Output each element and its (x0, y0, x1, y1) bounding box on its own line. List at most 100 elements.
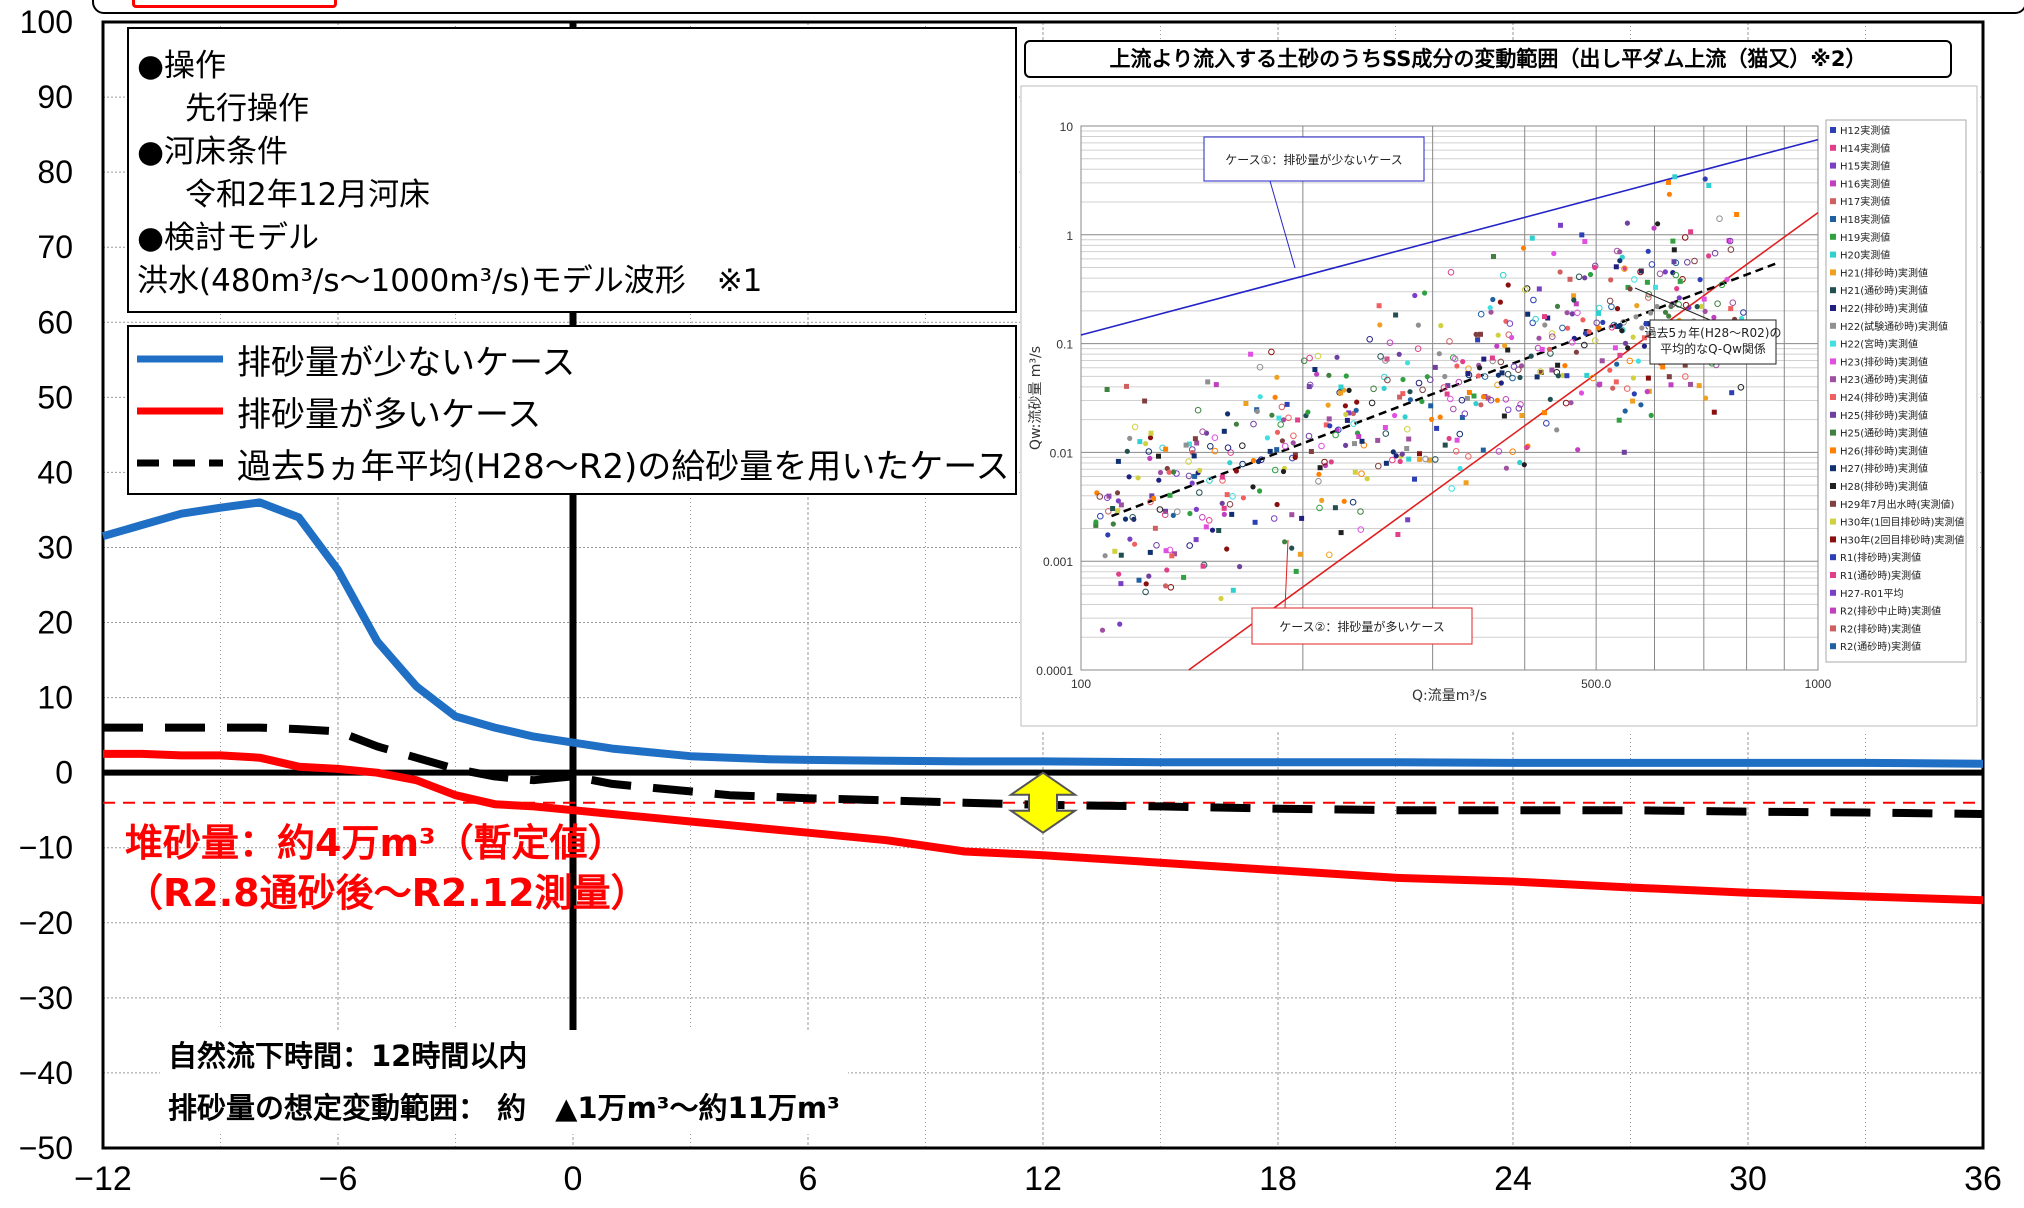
inset-point (1407, 397, 1413, 403)
inset-point (1183, 442, 1189, 448)
inset-point (1306, 354, 1313, 362)
inset-point (1280, 468, 1287, 475)
inset-point (1724, 276, 1730, 282)
inset-legend-marker (1830, 180, 1836, 187)
inset-point (1670, 270, 1676, 276)
inset-point (1335, 426, 1342, 434)
inset-point (1099, 627, 1106, 633)
y-tick-label: 50 (37, 379, 73, 415)
inset-point (1129, 514, 1136, 521)
inset-point (1219, 500, 1225, 506)
inset-point (1641, 343, 1647, 349)
x-tick-label: 24 (1494, 1160, 1532, 1198)
inset-point (1163, 508, 1168, 514)
inset-point (1589, 374, 1597, 382)
inset-point (1114, 490, 1121, 496)
inset-point (1641, 335, 1647, 341)
inset-point (1419, 398, 1425, 405)
inset-point (1282, 539, 1288, 545)
inset-point (1093, 522, 1099, 528)
inset-point (1621, 449, 1627, 455)
inset-point (1350, 420, 1357, 428)
inset-point (1509, 448, 1517, 456)
inset-y-tick: 0.001 (1043, 555, 1073, 569)
inset-point (1505, 347, 1511, 353)
inset-point (1239, 460, 1246, 468)
inset-point (1366, 336, 1374, 343)
inset-point (1115, 458, 1121, 464)
inset-point (1237, 564, 1243, 570)
inset-point (1281, 442, 1289, 450)
y-tick-label: 100 (20, 4, 73, 40)
inset-point (1528, 353, 1534, 359)
inset-point (1414, 345, 1422, 353)
y-tick-label: 0 (55, 755, 73, 791)
y-tick-label: 70 (37, 229, 73, 265)
inset-point (1192, 473, 1198, 479)
inset-point (1326, 551, 1333, 559)
inset-point (1442, 373, 1448, 380)
inset-point (1290, 440, 1296, 446)
chart-ticks: 1009080706050403020100−10−20−30−40−50−12… (19, 4, 2002, 1198)
inset-legend-label: R2(排砂中止時)実測値 (1840, 605, 1941, 618)
y-tick-label: 20 (37, 605, 73, 641)
inset-point (1412, 476, 1417, 482)
inset-point (1662, 269, 1668, 275)
inset-point (1643, 321, 1649, 327)
inset-point (1428, 403, 1434, 409)
inset-point (1626, 357, 1634, 365)
inset-point (1599, 358, 1605, 364)
inset-point (1451, 355, 1459, 363)
inset-point (1382, 425, 1388, 430)
inset-case1-line (1080, 138, 1819, 336)
x-tick-label: 12 (1024, 1160, 1062, 1198)
inset-legend-label: H25(排砂時)実測値 (1840, 409, 1928, 422)
inset-point (1631, 391, 1637, 397)
inset-point (1142, 398, 1148, 404)
inset-point (1446, 435, 1452, 442)
inset-point (1317, 465, 1323, 471)
inset-point (1505, 331, 1513, 339)
inset-point (1274, 447, 1280, 453)
model-value: 洪水(480m³/s～1000m³/s)モデル波形 ※1 (137, 263, 763, 299)
inset-point (1167, 492, 1173, 498)
inset-grid (1080, 125, 1819, 671)
inset-point (1622, 340, 1629, 346)
inset-point (1224, 444, 1232, 452)
inset-point (1417, 451, 1422, 457)
inset-legend-label: R1(通砂時)実測値 (1840, 569, 1921, 582)
inset-point (1596, 325, 1602, 331)
inset-legend-label: H25(通砂時)実測値 (1840, 427, 1928, 440)
inset-point (1404, 425, 1411, 433)
inset-point (1675, 301, 1683, 308)
chart-series (101, 498, 1984, 905)
inset-point (1554, 303, 1561, 309)
x-tick-label: 18 (1259, 1160, 1297, 1198)
inset-point (1417, 456, 1423, 462)
y-tick-label: −10 (19, 830, 73, 866)
legend-swatch-blue (137, 355, 223, 363)
inset-point (1648, 261, 1656, 268)
inset-point (1671, 259, 1677, 265)
inset-point (1455, 378, 1463, 386)
inset-point (1422, 290, 1428, 296)
inset-legend-label: H19実測値 (1840, 231, 1890, 244)
x-tick-label: 0 (564, 1160, 583, 1198)
inset-point (1666, 179, 1671, 185)
inset-point (1608, 324, 1616, 331)
inset-point (1616, 417, 1622, 423)
inset-point (1447, 269, 1455, 276)
inset-point (1143, 581, 1149, 587)
inset-point (1631, 276, 1638, 283)
inset-point (1267, 448, 1273, 454)
inset-legend-marker (1830, 376, 1836, 383)
inset-legend-marker (1830, 216, 1836, 222)
inset-point (1167, 584, 1175, 591)
inset-point (1315, 478, 1322, 485)
inset-point (1274, 501, 1280, 508)
inset-case2-text: ケース②：排砂量が多いケース (1279, 619, 1445, 634)
inset-point (1639, 325, 1645, 331)
inset-point (1117, 621, 1123, 627)
inset-point (1396, 351, 1402, 357)
inset-point (1389, 456, 1396, 464)
